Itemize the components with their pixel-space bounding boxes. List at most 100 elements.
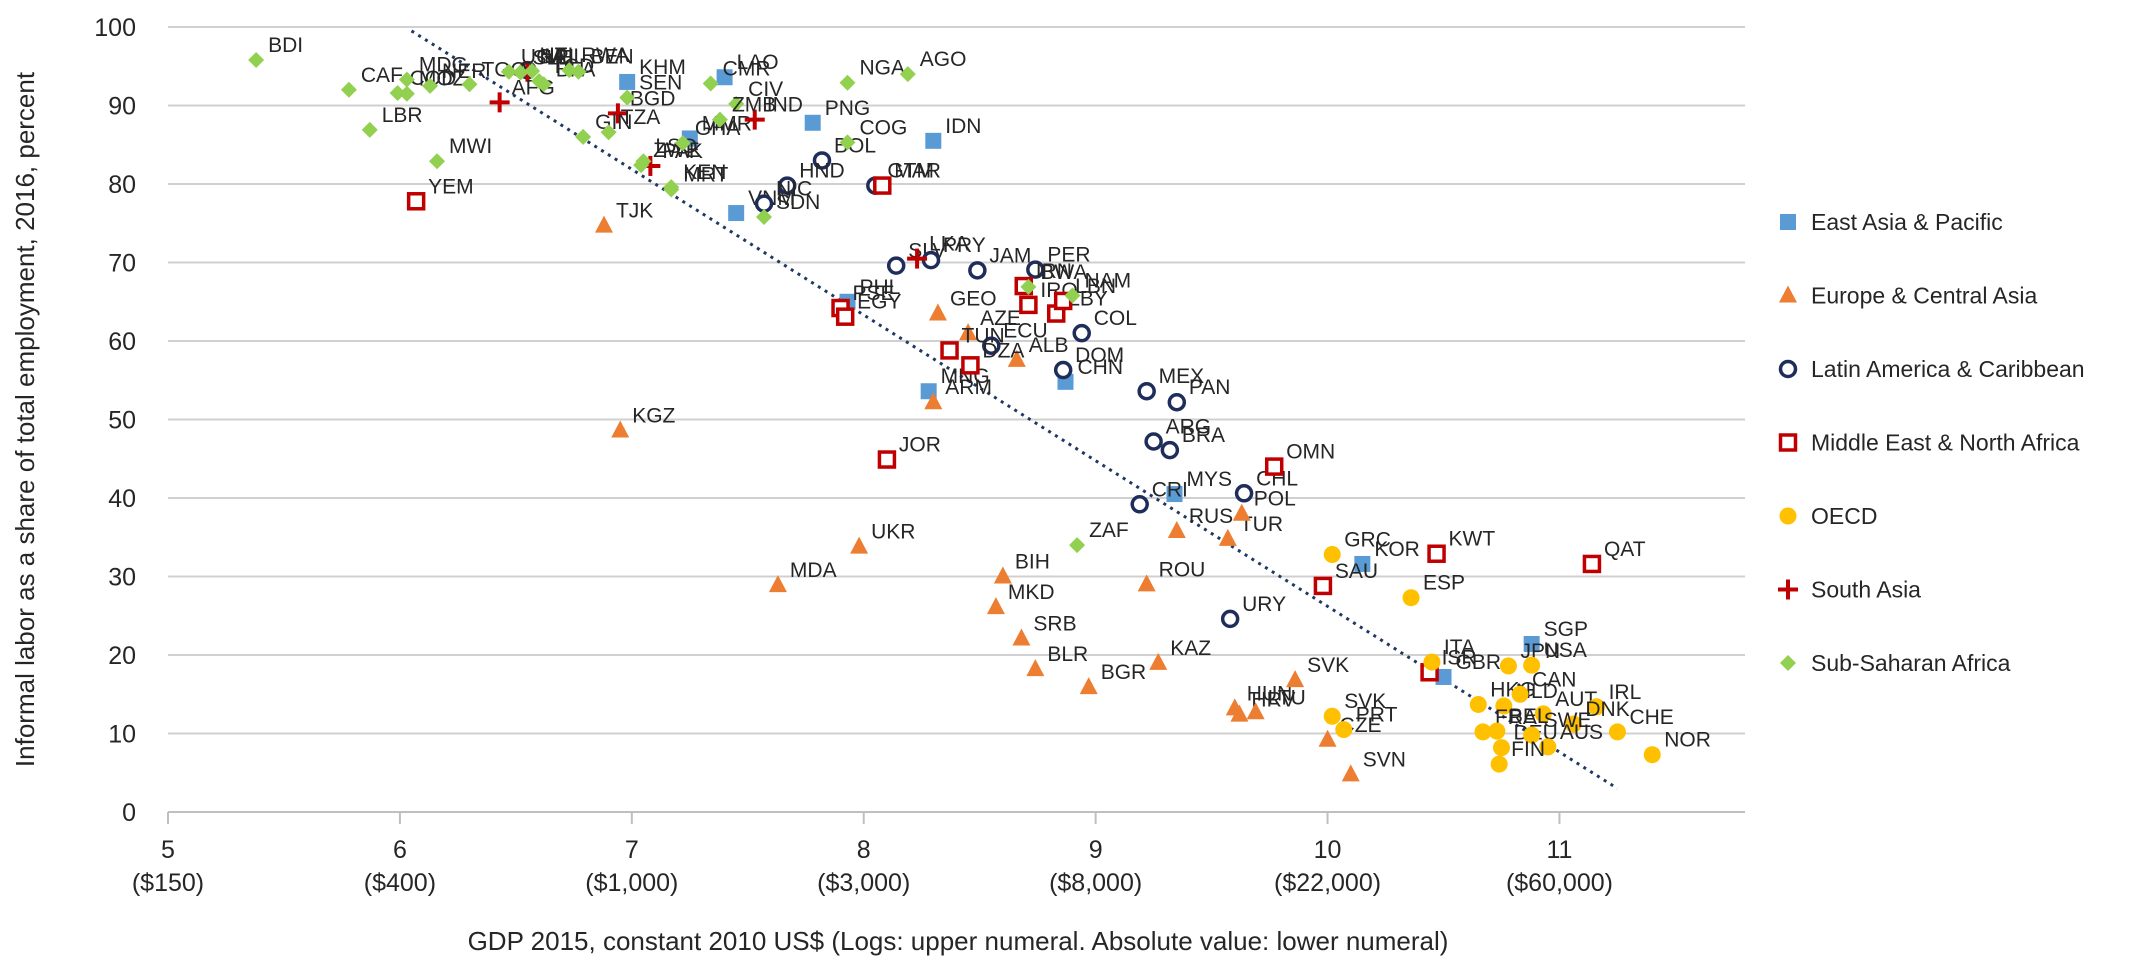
point-label: GHA [695,117,741,140]
data-point [663,181,680,198]
point-label: DZA [982,339,1024,362]
point-label: ALB [1029,334,1069,357]
point-label: COL [1094,307,1137,330]
data-point [728,205,745,222]
point-label: NAM [1084,269,1131,292]
data-point [711,111,728,128]
point-label: JOR [899,434,941,457]
data-point [406,192,426,211]
data-point [500,63,517,80]
data-point [1435,668,1452,685]
x-tick-label: 5 [161,836,175,864]
legend-marker [1779,507,1797,525]
y-tick-label: 90 [108,93,136,121]
point-label: AGO [920,48,967,71]
data-point [340,81,357,98]
data-point [1232,503,1251,521]
point-label: IRL [1609,681,1642,704]
legend-label: Latin America & Caribbean [1811,356,2085,382]
data-point [1492,739,1510,757]
point-label: FIN [1511,738,1545,761]
point-label: GBR [1456,651,1502,674]
x-tick-label: 9 [1089,836,1103,864]
y-tick-label: 100 [94,14,136,42]
data-point [1588,698,1606,716]
legend-label: Europe & Central Asia [1811,283,2038,309]
data-point [461,76,478,93]
point-label: CRI [1152,478,1188,501]
legend-label: Middle East & North Africa [1811,430,2080,456]
data-point [1069,537,1086,554]
data-point [886,256,906,275]
data-point [959,323,978,341]
data-point [899,66,916,83]
point-label: AUT [1555,688,1597,711]
point-label: BEL [1509,705,1549,728]
point-label: HRV [1251,689,1295,712]
point-label: ARG [1166,415,1212,438]
point-label: IND [767,94,803,117]
point-label: TJK [616,200,653,223]
point-label: OMN [1286,441,1335,464]
data-point [1167,392,1187,412]
point-label: GIN [595,111,632,134]
point-label: BWA [1040,261,1087,284]
x-tick-label: 6 [393,836,407,864]
data-point [804,114,821,131]
data-point [594,215,613,233]
data-point [1064,287,1081,304]
legend-marker [1778,433,1798,452]
point-label: UKR [871,521,915,544]
point-label: MWI [449,135,492,158]
point-label: COG [860,116,908,139]
data-point [850,536,869,554]
data-point [1539,738,1557,756]
data-point [361,121,378,138]
data-point [1020,278,1037,295]
data-point [1564,715,1582,733]
data-point [398,85,415,102]
x-tick-abs-label: ($22,000) [1274,869,1381,897]
legend-label: Sub-Saharan Africa [1811,650,2011,676]
data-point [940,341,959,360]
point-label: PAK [662,140,702,163]
data-point [839,74,856,91]
data-point [248,51,265,68]
data-point [1220,609,1240,629]
point-label: SWE [1544,709,1592,732]
point-label: JAM [989,244,1031,267]
point-label: MYS [1186,468,1232,491]
legend-marker [1778,359,1798,379]
data-point [1026,260,1045,279]
data-point [744,109,765,130]
point-label: SVK [1307,654,1349,677]
data-point [619,89,636,106]
y-tick-label: 10 [108,721,136,749]
data-point [1286,670,1305,688]
legend-label: OECD [1811,503,1877,529]
data-point [619,73,636,90]
data-point [1534,705,1552,723]
point-label: BIH [1015,551,1050,574]
point-label: ECU [1003,320,1047,343]
data-point [1012,628,1031,646]
legend-label: South Asia [1811,577,1921,603]
data-point [1643,746,1661,764]
point-label: LKA [929,233,969,256]
data-point [1137,381,1156,401]
point-label: MDG [419,54,468,77]
point-label: DOM [1075,344,1124,367]
data-point [982,336,1001,355]
y-tick-label: 40 [108,485,136,513]
point-label: KAZ [1170,637,1211,660]
point-label: EGY [857,291,901,314]
point-label: SGP [1544,618,1588,641]
point-label: ITA [1444,636,1475,659]
point-label: BLR [1047,643,1088,666]
data-point [1474,723,1492,741]
data-point [607,103,628,124]
legend-marker [1778,579,1798,600]
x-tick-label: 10 [1314,836,1342,864]
y-tick-label: 20 [108,642,136,670]
data-point [993,566,1012,584]
